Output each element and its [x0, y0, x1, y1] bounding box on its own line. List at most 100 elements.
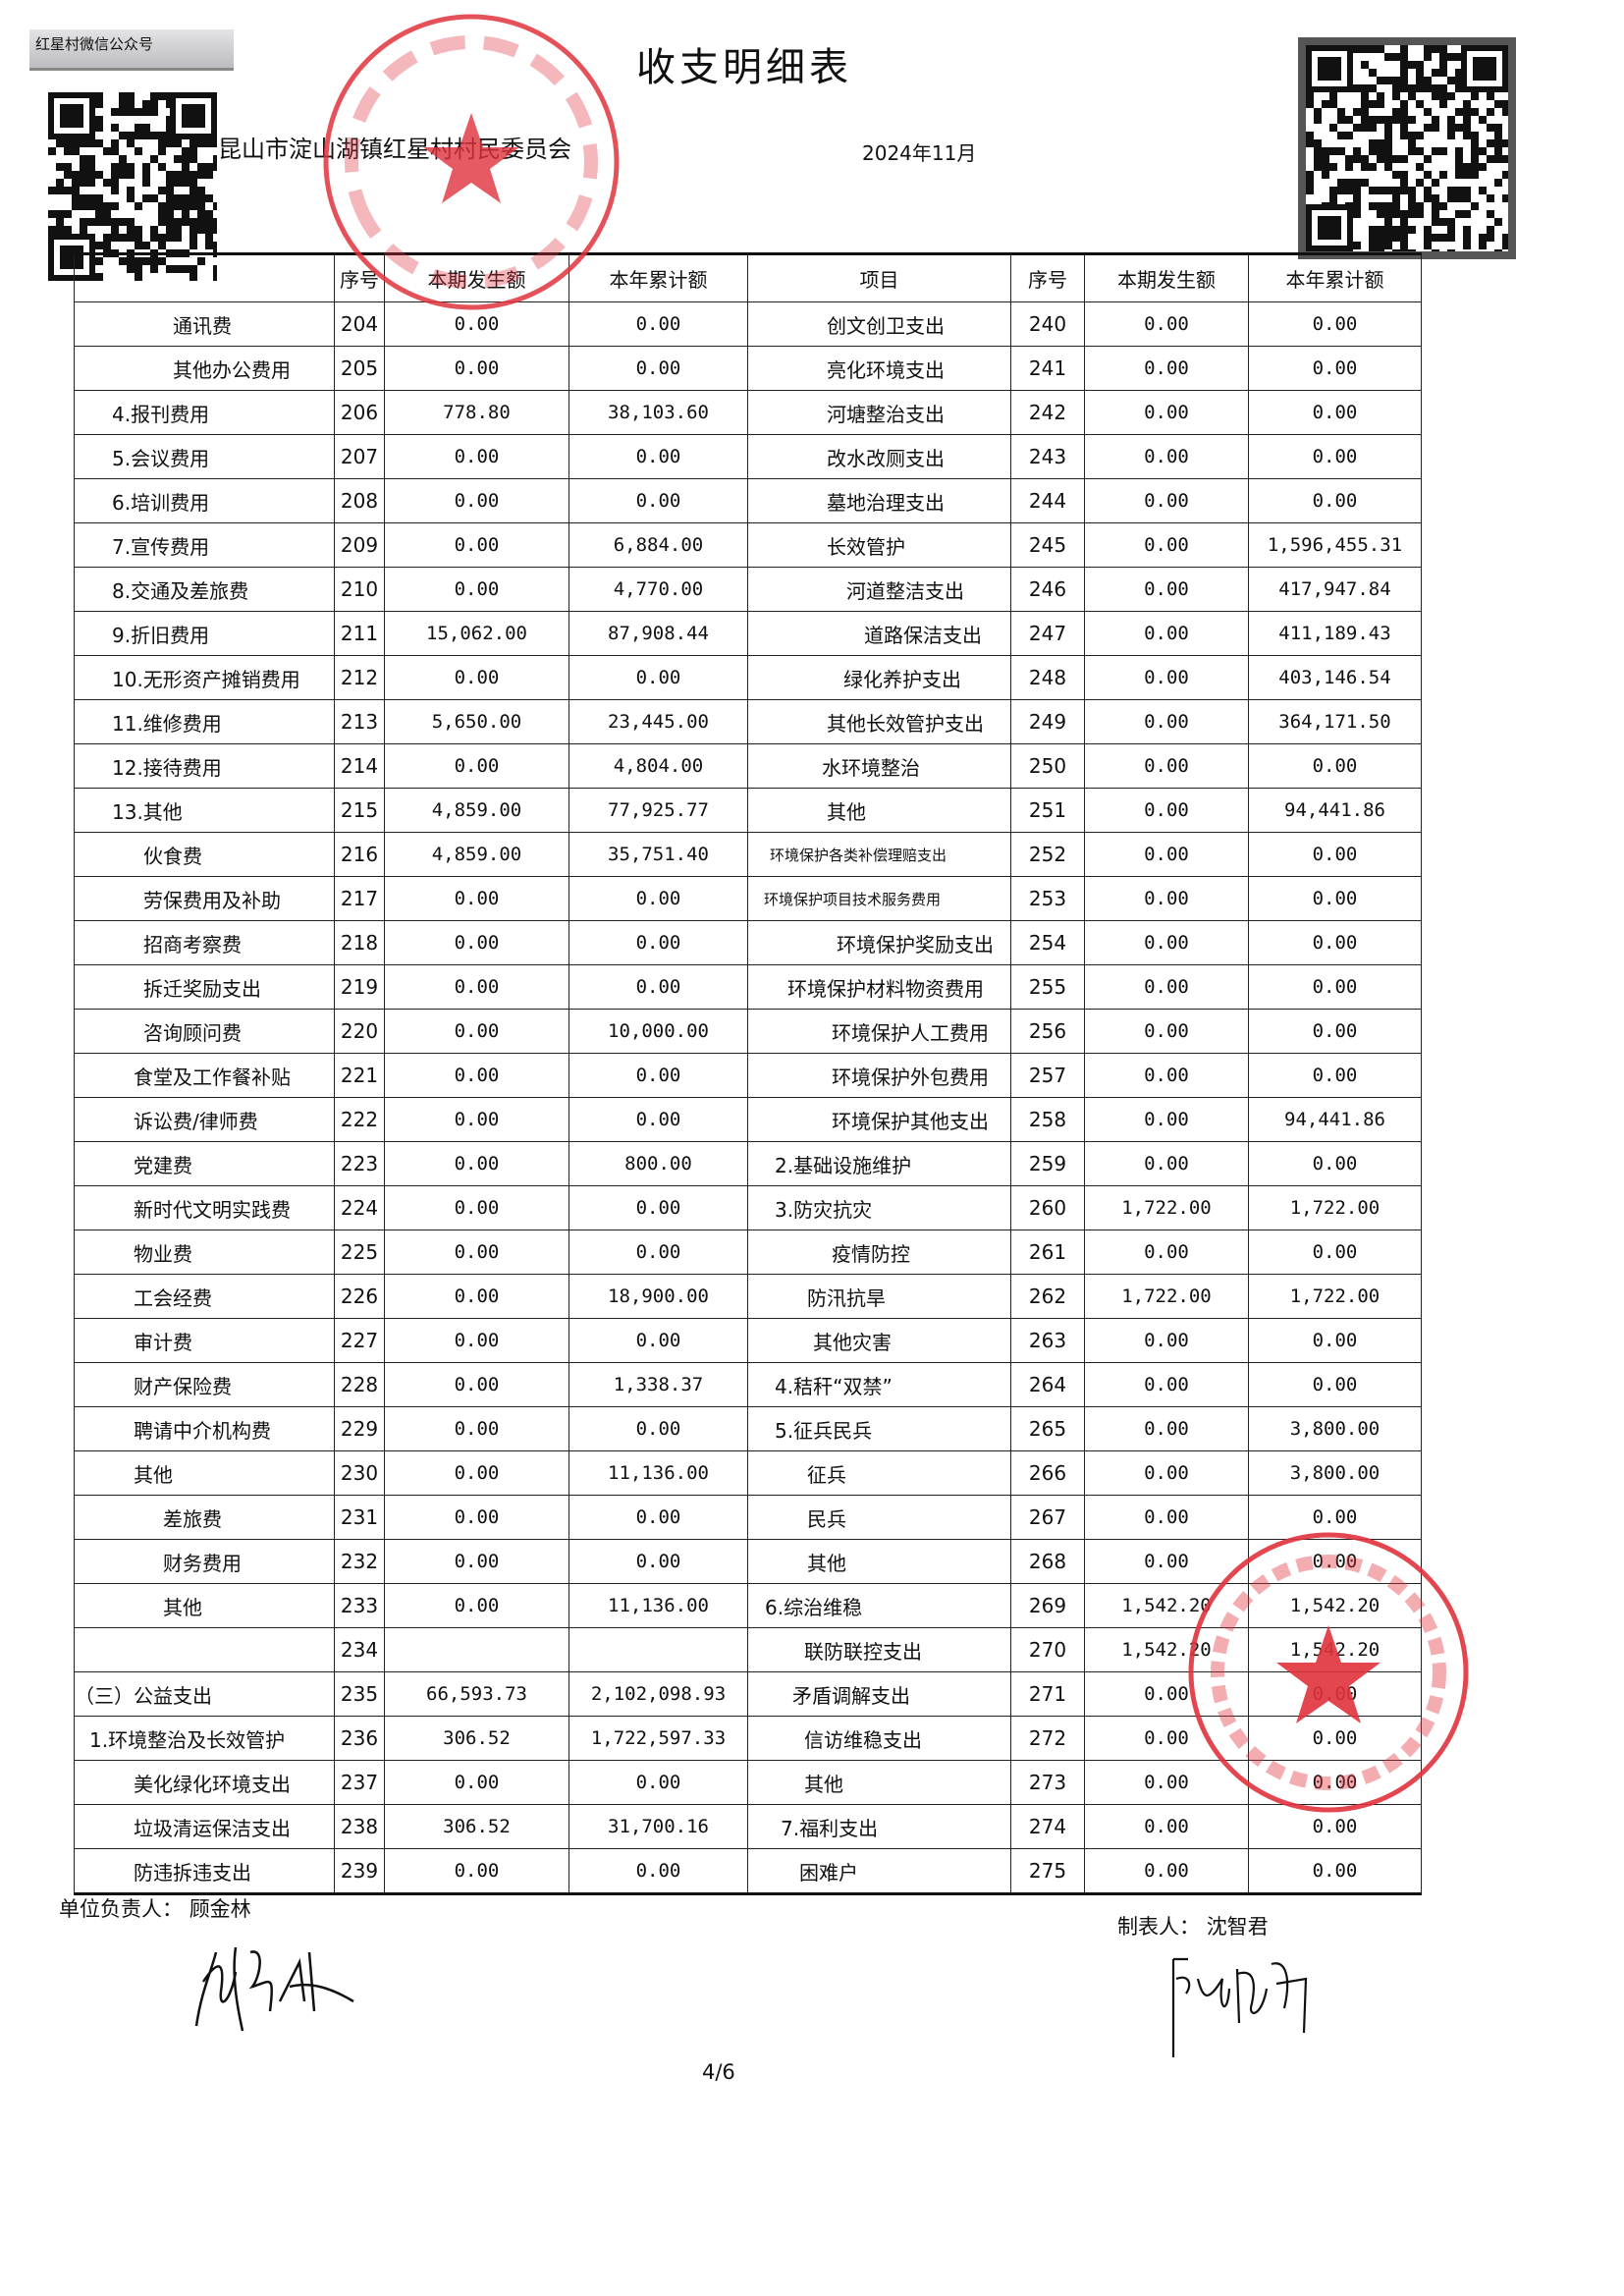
- right-period-amount: 1,722.00: [1084, 1185, 1249, 1230]
- left-item-name: 审计费: [74, 1318, 335, 1363]
- right-item-name: 疫情防控: [747, 1230, 1011, 1275]
- left-ytd-amount: 0.00: [568, 920, 748, 965]
- left-ytd-amount: 800.00: [568, 1141, 748, 1186]
- right-ytd-amount: 94,441.86: [1248, 788, 1422, 833]
- right-seq-number: 242: [1010, 390, 1085, 435]
- right-seq-number: 258: [1010, 1097, 1085, 1142]
- left-item-name: 劳保费用及补助: [74, 876, 335, 921]
- left-seq-number: 207: [334, 434, 385, 479]
- left-seq-number: 239: [334, 1848, 385, 1895]
- right-seq-number: 273: [1010, 1760, 1085, 1805]
- qr-code-left: [48, 92, 217, 281]
- right-period-amount: 0.00: [1084, 1450, 1249, 1496]
- left-seq-number: 232: [334, 1539, 385, 1584]
- left-period-amount: 0.00: [384, 1230, 569, 1275]
- left-ytd-amount: 0.00: [568, 1185, 748, 1230]
- right-seq-number: 265: [1010, 1406, 1085, 1451]
- table-row: 7.宣传费用 209 0.00 6,884.00 长效管护 245 0.00 1,596,45…: [74, 522, 1422, 568]
- left-item-name: 美化绿化环境支出: [74, 1760, 335, 1805]
- right-item-name: 2.基础设施维护: [747, 1141, 1011, 1186]
- table-row: 伙食费 216 4,859.00 35,751.40 环境保护各类补偿理赔支出 252 0.…: [74, 832, 1422, 877]
- left-period-amount: 66,593.73: [384, 1671, 569, 1717]
- left-ytd-amount: 0.00: [568, 1848, 748, 1895]
- table-row: 劳保费用及补助 217 0.00 0.00 环境保护项目技术服务费用 253 0.00 0.0…: [74, 876, 1422, 921]
- unit-head-label: 单位负责人：: [59, 1897, 183, 1921]
- col-header-period-amount-right: 本期发生额: [1084, 252, 1249, 302]
- table-row: 9.折旧费用 211 15,062.00 87,908.44 道路保洁支出 247 0.00…: [74, 611, 1422, 656]
- right-item-name: 墓地治理支出: [747, 478, 1011, 523]
- report-period: 2024年11月: [862, 141, 977, 165]
- right-seq-number: 262: [1010, 1274, 1085, 1319]
- right-item-name: 环境保护人工费用: [747, 1009, 1011, 1054]
- right-ytd-amount: 0.00: [1248, 1362, 1422, 1407]
- right-ytd-amount: 1,596,455.31: [1248, 522, 1422, 568]
- left-ytd-amount: 6,884.00: [568, 522, 748, 568]
- right-item-name: 4.秸秆“双禁”: [747, 1362, 1011, 1407]
- table-row: 工会经费 226 0.00 18,900.00 防汛抗旱 262 1,722.00 1,722…: [74, 1274, 1422, 1319]
- table-row: 新时代文明实践费 224 0.00 0.00 3.防灾抗灾 260 1,722.00 1,72…: [74, 1185, 1422, 1230]
- right-item-name: 6.综治维稳: [747, 1583, 1011, 1628]
- left-seq-number: 234: [334, 1627, 385, 1672]
- left-period-amount: 0.00: [384, 1185, 569, 1230]
- right-item-name: 困难户: [747, 1848, 1011, 1895]
- left-seq-number: 210: [334, 567, 385, 612]
- right-item-name: 亮化环境支出: [747, 346, 1011, 391]
- signature-preparer: [1171, 1957, 1308, 2057]
- left-item-name: 5.会议费用: [74, 434, 335, 479]
- col-header-period-amount: 本期发生额: [384, 252, 569, 302]
- right-period-amount: 1,722.00: [1084, 1274, 1249, 1319]
- unit-head: 单位负责人： 顾金林: [59, 1893, 251, 1923]
- left-ytd-amount: 87,908.44: [568, 611, 748, 656]
- col-header-seq-right: 序号: [1010, 252, 1085, 302]
- left-ytd-amount: 4,804.00: [568, 743, 748, 789]
- left-period-amount: 0.00: [384, 346, 569, 391]
- right-seq-number: 263: [1010, 1318, 1085, 1363]
- right-seq-number: 260: [1010, 1185, 1085, 1230]
- left-ytd-amount: 77,925.77: [568, 788, 748, 833]
- right-ytd-amount: 0.00: [1248, 301, 1422, 347]
- right-seq-number: 269: [1010, 1583, 1085, 1628]
- right-period-amount: 0.00: [1084, 301, 1249, 347]
- right-ytd-amount: 0.00: [1248, 743, 1422, 789]
- right-ytd-amount: 0.00: [1248, 390, 1422, 435]
- left-ytd-amount: 0.00: [568, 346, 748, 391]
- right-seq-number: 250: [1010, 743, 1085, 789]
- left-ytd-amount: 0.00: [568, 434, 748, 479]
- left-period-amount: 0.00: [384, 1406, 569, 1451]
- right-item-name: 河塘整治支出: [747, 390, 1011, 435]
- left-period-amount: 306.52: [384, 1716, 569, 1761]
- right-ytd-amount: 0.00: [1248, 1141, 1422, 1186]
- right-ytd-amount: 364,171.50: [1248, 699, 1422, 744]
- left-period-amount: 4,859.00: [384, 788, 569, 833]
- right-item-name: 其他长效管护支出: [747, 699, 1011, 744]
- right-period-amount: 0.00: [1084, 920, 1249, 965]
- right-ytd-amount: 0.00: [1248, 1539, 1422, 1584]
- right-item-name: 征兵: [747, 1450, 1011, 1496]
- left-seq-number: 229: [334, 1406, 385, 1451]
- right-seq-number: 253: [1010, 876, 1085, 921]
- left-period-amount: 0.00: [384, 1583, 569, 1628]
- left-ytd-amount: 31,700.16: [568, 1804, 748, 1849]
- table-row: 1.环境整治及长效管护 236 306.52 1,722,597.33 信访维稳支出 27…: [74, 1716, 1422, 1761]
- left-item-name: 10.无形资产摊销费用: [74, 655, 335, 700]
- left-ytd-amount: 4,770.00: [568, 567, 748, 612]
- left-seq-number: 222: [334, 1097, 385, 1142]
- right-period-amount: 1,542.20: [1084, 1627, 1249, 1672]
- right-seq-number: 266: [1010, 1450, 1085, 1496]
- left-ytd-amount: 0.00: [568, 1539, 748, 1584]
- col-header-item: [74, 252, 335, 302]
- right-seq-number: 249: [1010, 699, 1085, 744]
- left-item-name: 拆迁奖励支出: [74, 964, 335, 1010]
- left-ytd-amount: 0.00: [568, 301, 748, 347]
- right-ytd-amount: 0.00: [1248, 1009, 1422, 1054]
- right-period-amount: 0.00: [1084, 1362, 1249, 1407]
- right-seq-number: 270: [1010, 1627, 1085, 1672]
- left-seq-number: 209: [334, 522, 385, 568]
- left-item-name: 其他: [74, 1450, 335, 1496]
- right-seq-number: 275: [1010, 1848, 1085, 1895]
- table-row: 审计费 227 0.00 0.00 其他灾害 263 0.00 0.00: [74, 1318, 1422, 1363]
- left-ytd-amount: 0.00: [568, 1230, 748, 1275]
- table-row: 10.无形资产摊销费用 212 0.00 0.00 绿化养护支出 248 0.00 403,1…: [74, 655, 1422, 700]
- left-seq-number: 226: [334, 1274, 385, 1319]
- right-period-amount: 0.00: [1084, 478, 1249, 523]
